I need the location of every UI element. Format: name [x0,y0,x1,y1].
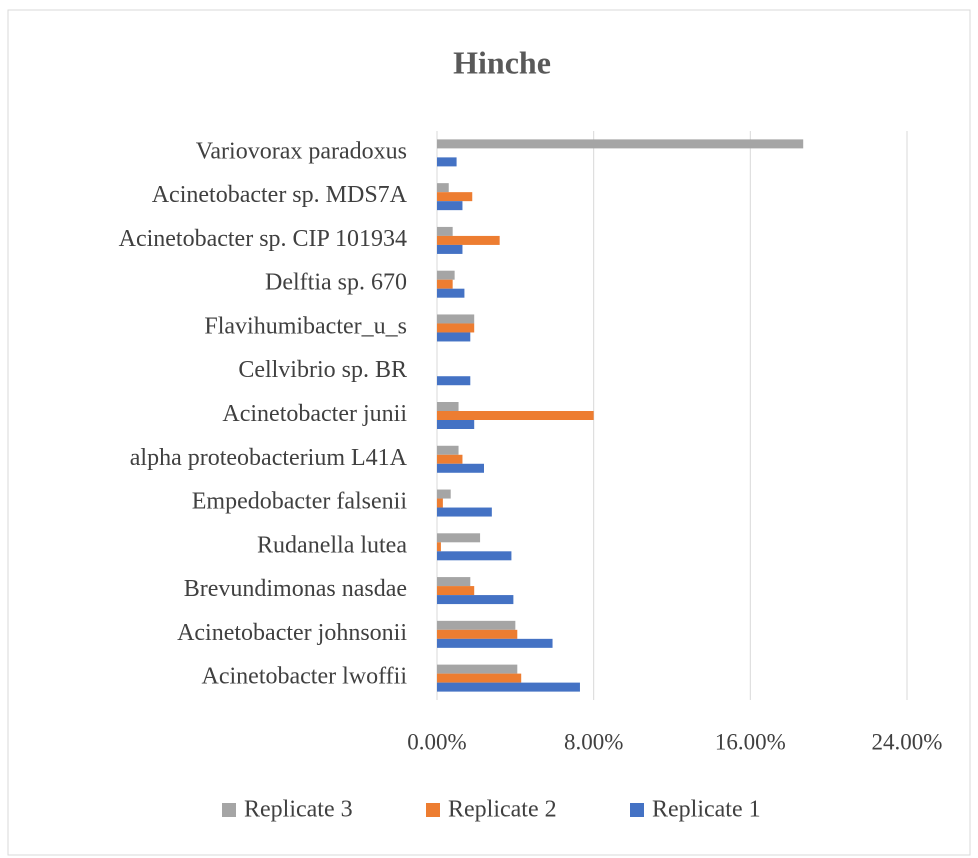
legend-label: Replicate 3 [244,797,353,823]
bar [437,332,471,342]
bar [437,629,518,639]
y-tick-label: Flavihumibacter_u_s [204,313,407,339]
bar [437,244,463,254]
y-tick-label: Delftia sp. 670 [265,270,407,296]
y-tick-label: Acinetobacter sp. MDS7A [152,182,408,208]
chart-frame [7,9,971,856]
y-tick-label: Acinetobacter johnsonii [177,620,407,646]
legend-swatch [630,803,644,817]
bar [437,638,553,648]
legend-swatch [222,803,236,817]
bar [437,270,455,280]
y-tick-label: alpha proteobacterium L41A [130,445,408,471]
x-tick-label: 0.00% [407,729,466,754]
legend-swatch [426,803,440,817]
bar [437,323,475,333]
bar [437,235,500,245]
bar [437,498,443,508]
bar [437,489,451,499]
bar [437,314,475,324]
bar [437,507,492,517]
bar [437,226,453,236]
y-tick-label: Acinetobacter junii [222,401,407,427]
bar [437,533,481,543]
bar [437,454,463,464]
bar [437,288,465,298]
bar [437,463,484,473]
y-tick-label: Empedobacter falsenii [192,489,408,515]
bar [437,279,453,289]
bar [437,157,457,167]
x-tick-label: 16.00% [715,729,786,754]
bar [437,551,512,561]
chart-title: Hinche [453,44,551,80]
x-tick-label: 24.00% [872,729,943,754]
y-tick-label: Acinetobacter sp. CIP 101934 [119,226,407,252]
y-tick-label: Variovorax paradoxus [196,138,407,164]
bar [437,201,463,211]
y-tick-label: Brevundimonas nasdae [184,576,407,602]
bar [437,139,804,149]
bar [437,595,514,605]
bar [437,183,449,193]
x-tick-label: 8.00% [564,729,623,754]
y-tick-label: Cellvibrio sp. BR [238,357,407,383]
bar [437,542,441,552]
bar [437,673,522,683]
bar [437,577,471,587]
bar [437,620,516,630]
bar [437,682,580,692]
bar [437,402,459,411]
bar [437,376,471,386]
y-tick-label: Rudanella lutea [257,532,407,558]
bar [437,586,475,596]
bar [437,411,594,420]
bar [437,420,475,429]
bar [437,664,518,674]
y-tick-label: Acinetobacter lwoffii [202,664,408,690]
bar [437,445,459,455]
legend-label: Replicate 1 [652,797,761,823]
legend-label: Replicate 2 [448,797,557,823]
bar [437,192,473,202]
